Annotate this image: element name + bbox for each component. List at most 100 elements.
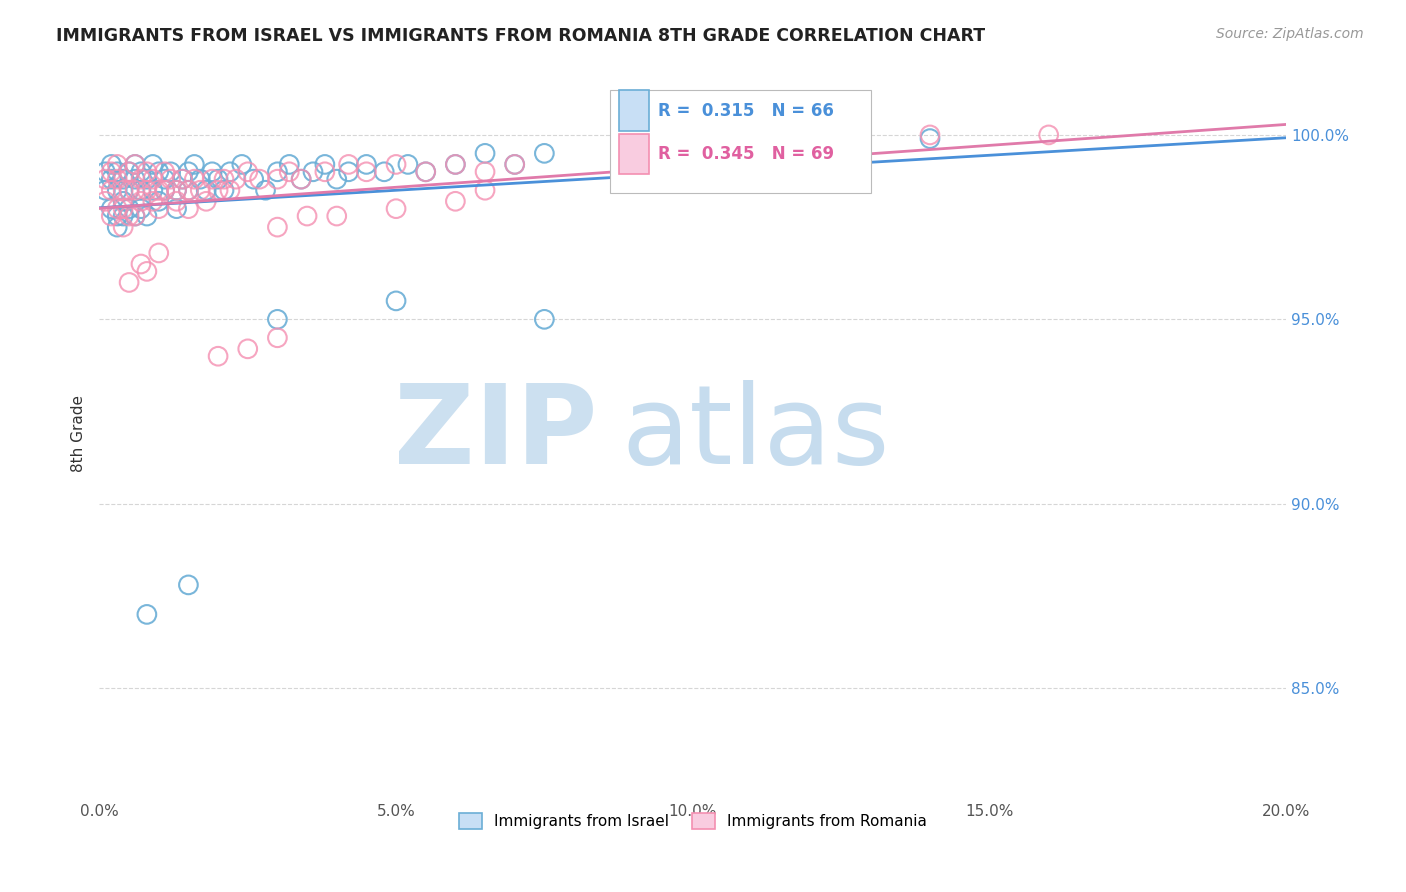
Point: [135, 165, 157, 179]
Point: [100, 209, 122, 223]
Point: [129, 257, 152, 271]
Point: [166, 202, 188, 216]
Point: [188, 172, 211, 186]
Point: [266, 220, 288, 235]
Point: [129, 165, 152, 179]
Point: [100, 172, 122, 186]
Point: [166, 183, 188, 197]
Point: [129, 183, 152, 197]
Point: [135, 607, 157, 622]
Point: [207, 172, 229, 186]
Point: [201, 165, 224, 179]
Point: [105, 202, 128, 216]
Point: [159, 172, 181, 186]
Point: [105, 157, 128, 171]
Point: [533, 312, 555, 326]
Point: [503, 157, 526, 171]
Point: [266, 165, 288, 179]
Point: [118, 276, 141, 290]
Point: [142, 194, 165, 209]
Point: [94, 183, 117, 197]
Point: [444, 157, 467, 171]
Point: [153, 172, 176, 186]
Point: [105, 220, 128, 235]
FancyBboxPatch shape: [610, 90, 870, 193]
Point: [219, 183, 242, 197]
Point: [148, 183, 170, 197]
Point: [142, 157, 165, 171]
Point: [201, 172, 224, 186]
Point: [533, 146, 555, 161]
Point: [183, 157, 205, 171]
Point: [1038, 128, 1060, 142]
Point: [153, 183, 176, 197]
Point: [266, 312, 288, 326]
Point: [142, 183, 165, 197]
Point: [231, 157, 253, 171]
Point: [918, 131, 941, 145]
Point: [249, 172, 271, 186]
Point: [112, 220, 135, 235]
Point: [129, 202, 152, 216]
Point: [188, 183, 211, 197]
Point: [177, 183, 200, 197]
Point: [385, 157, 408, 171]
Point: [118, 202, 141, 216]
Point: [135, 183, 157, 197]
Point: [207, 349, 229, 363]
Point: [212, 172, 235, 186]
Point: [474, 165, 496, 179]
Point: [207, 183, 229, 197]
Text: IMMIGRANTS FROM ISRAEL VS IMMIGRANTS FROM ROMANIA 8TH GRADE CORRELATION CHART: IMMIGRANTS FROM ISRAEL VS IMMIGRANTS FRO…: [56, 27, 986, 45]
Point: [266, 331, 288, 345]
Point: [326, 209, 349, 223]
Point: [118, 165, 141, 179]
Point: [314, 165, 336, 179]
Point: [135, 172, 157, 186]
Text: R =  0.345   N = 69: R = 0.345 N = 69: [658, 145, 834, 163]
Point: [337, 157, 360, 171]
Text: Source: ZipAtlas.com: Source: ZipAtlas.com: [1216, 27, 1364, 41]
Legend: Immigrants from Israel, Immigrants from Romania: Immigrants from Israel, Immigrants from …: [453, 806, 932, 835]
Point: [212, 183, 235, 197]
Point: [112, 194, 135, 209]
Point: [112, 172, 135, 186]
Bar: [619, 90, 648, 130]
Point: [225, 172, 247, 186]
Point: [396, 157, 419, 171]
Point: [195, 183, 218, 197]
Point: [254, 183, 277, 197]
Point: [105, 209, 128, 223]
Point: [266, 172, 288, 186]
Point: [105, 183, 128, 197]
Point: [385, 202, 408, 216]
Point: [326, 172, 349, 186]
Point: [177, 165, 200, 179]
Point: [100, 165, 122, 179]
Point: [236, 342, 259, 356]
Point: [444, 194, 467, 209]
Point: [183, 172, 205, 186]
Point: [278, 157, 301, 171]
Point: [295, 209, 318, 223]
Point: [124, 157, 146, 171]
Point: [124, 209, 146, 223]
Point: [290, 172, 312, 186]
Point: [100, 157, 122, 171]
Point: [177, 578, 200, 592]
Point: [124, 183, 146, 197]
Point: [94, 194, 117, 209]
Point: [148, 165, 170, 179]
Point: [219, 165, 242, 179]
Point: [236, 165, 259, 179]
Point: [356, 165, 378, 179]
Point: [148, 202, 170, 216]
Text: ZIP: ZIP: [395, 380, 598, 487]
Point: [373, 165, 395, 179]
Point: [124, 157, 146, 171]
Point: [474, 146, 496, 161]
Point: [118, 183, 141, 197]
Point: [153, 183, 176, 197]
Point: [124, 209, 146, 223]
Point: [148, 246, 170, 260]
